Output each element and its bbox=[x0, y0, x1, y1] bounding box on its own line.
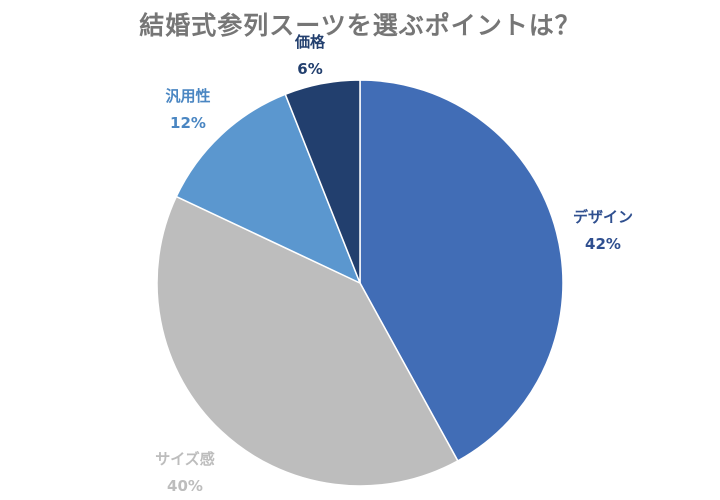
slice-category-label: デザイン bbox=[573, 208, 633, 226]
chart-title: 結婚式参列スーツを選ぶポイントは？ bbox=[139, 11, 581, 40]
pie-labels: デザイン 42% サイズ感 40% 汎用性 12% 価格 6% bbox=[155, 33, 633, 495]
pie-slice-3 bbox=[175, 93, 362, 285]
slice-category-label: 汎用性 bbox=[165, 87, 210, 105]
slice-percent-label: 6% bbox=[297, 60, 322, 78]
slice-percent-label: 40% bbox=[167, 477, 203, 495]
slice-percent-label: 12% bbox=[170, 114, 206, 132]
pie-slice-2 bbox=[156, 195, 459, 487]
slice-category-label: 価格 bbox=[294, 33, 326, 51]
slice-percent-label: 42% bbox=[585, 235, 621, 253]
slice-category-label: サイズ感 bbox=[155, 450, 215, 468]
pie-slice-4 bbox=[284, 79, 361, 284]
pie-slices bbox=[156, 79, 564, 487]
pie-slice-1 bbox=[359, 79, 564, 462]
